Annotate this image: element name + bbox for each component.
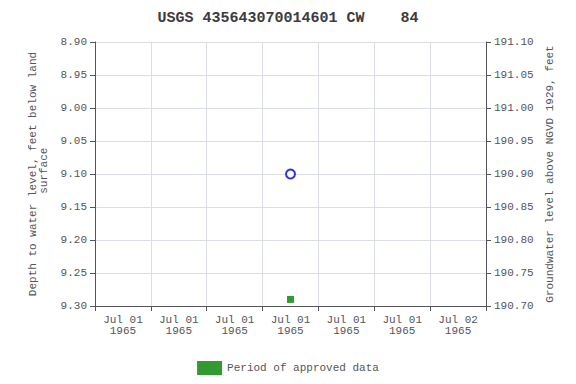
svg-text:1965: 1965 bbox=[221, 325, 247, 337]
svg-text:9.15: 9.15 bbox=[61, 201, 87, 213]
svg-text:191.05: 191.05 bbox=[494, 69, 534, 81]
svg-text:1965: 1965 bbox=[389, 325, 415, 337]
svg-text:9.20: 9.20 bbox=[61, 234, 87, 246]
svg-text:Jul 01: Jul 01 bbox=[103, 313, 143, 326]
svg-text:Depth to water level, feet bel: Depth to water level, feet below land bbox=[27, 51, 40, 297]
svg-text:Jul 01: Jul 01 bbox=[270, 313, 311, 326]
svg-text:9.05: 9.05 bbox=[61, 135, 87, 147]
svg-text:Jul 02: Jul 02 bbox=[438, 313, 478, 326]
svg-text:191.10: 191.10 bbox=[494, 36, 534, 48]
svg-text:9.10: 9.10 bbox=[61, 168, 87, 180]
svg-text:1965: 1965 bbox=[445, 325, 471, 337]
svg-text:Jul 01: Jul 01 bbox=[326, 313, 367, 326]
svg-text:Jul 01: Jul 01 bbox=[214, 313, 255, 326]
svg-text:1965: 1965 bbox=[277, 325, 303, 337]
svg-text:Period of approved data: Period of approved data bbox=[227, 362, 379, 374]
svg-text:surface: surface bbox=[38, 148, 50, 201]
svg-text:8.95: 8.95 bbox=[61, 69, 87, 81]
svg-text:1965: 1965 bbox=[110, 325, 136, 337]
svg-text:190.70: 190.70 bbox=[494, 300, 534, 312]
svg-text:Groundwater level above NGVD 1: Groundwater level above NGVD 1929, feet bbox=[544, 45, 556, 302]
svg-text:USGS 435643070014601 CW 84: USGS 435643070014601 CW 84 bbox=[157, 10, 418, 27]
svg-text:190.90: 190.90 bbox=[494, 168, 534, 180]
svg-text:1965: 1965 bbox=[333, 325, 359, 337]
svg-text:9.30: 9.30 bbox=[61, 300, 87, 312]
svg-text:190.75: 190.75 bbox=[494, 267, 534, 279]
svg-text:8.90: 8.90 bbox=[61, 36, 87, 48]
svg-text:Jul 01: Jul 01 bbox=[159, 313, 199, 326]
svg-text:9.00: 9.00 bbox=[61, 102, 87, 114]
svg-text:191.00: 191.00 bbox=[494, 102, 534, 114]
svg-text:1965: 1965 bbox=[166, 325, 192, 337]
svg-text:9.25: 9.25 bbox=[61, 267, 87, 279]
svg-text:190.95: 190.95 bbox=[494, 135, 534, 147]
svg-text:190.80: 190.80 bbox=[494, 234, 534, 246]
svg-text:Jul 01: Jul 01 bbox=[382, 313, 422, 326]
svg-text:190.85: 190.85 bbox=[494, 201, 534, 213]
